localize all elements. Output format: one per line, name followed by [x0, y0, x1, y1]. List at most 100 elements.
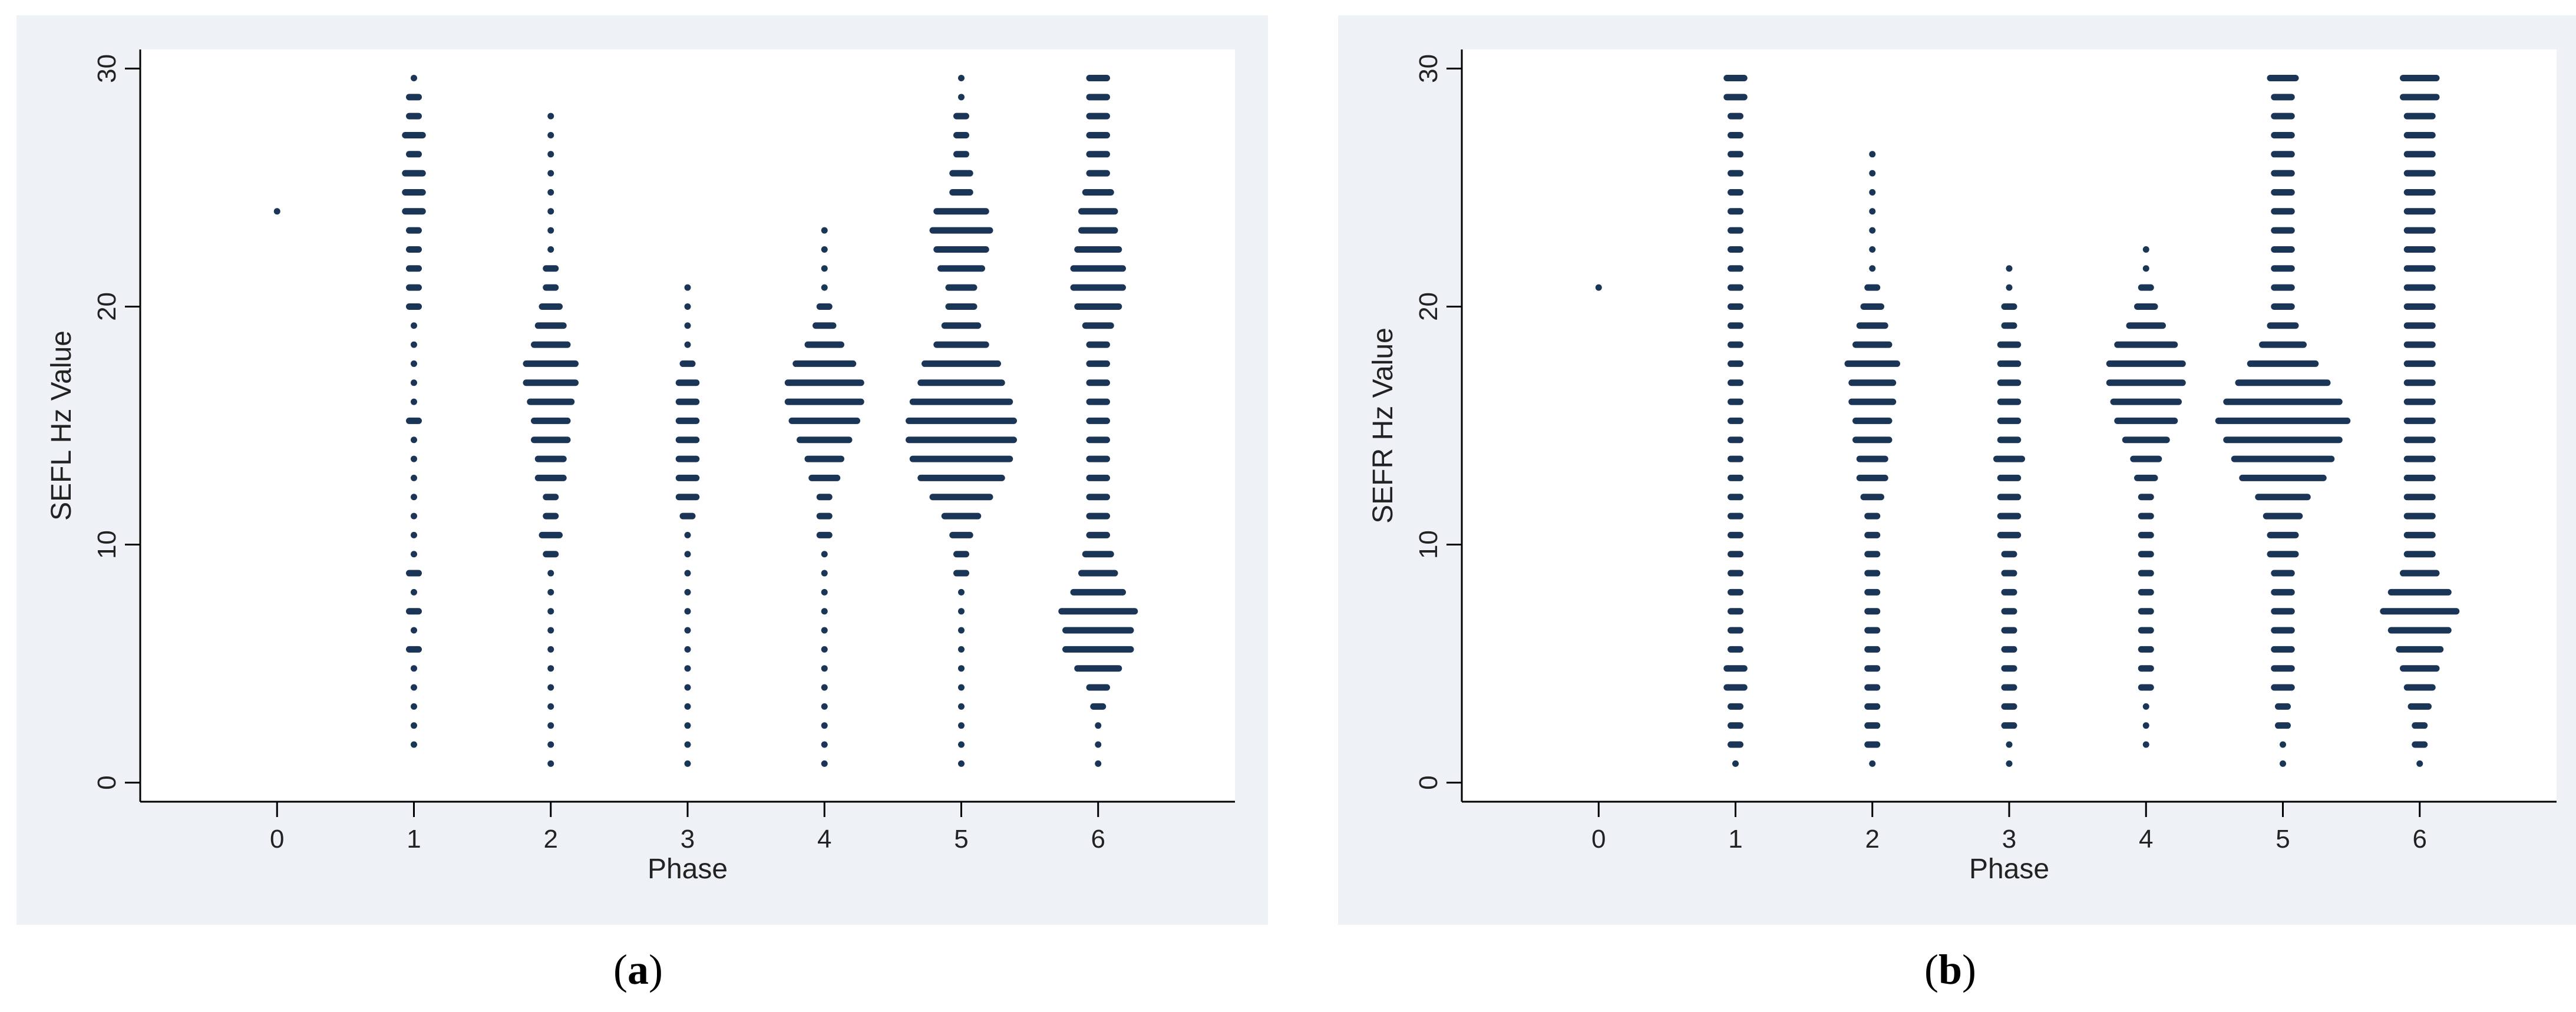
data-point [1869, 170, 1876, 177]
data-point [792, 360, 857, 367]
data-point [949, 170, 973, 177]
data-point [2001, 608, 2017, 615]
data-point [1082, 322, 1114, 329]
data-point [2138, 665, 2154, 672]
data-point [821, 646, 828, 653]
data-point [543, 494, 559, 501]
data-point [2267, 531, 2299, 538]
data-point [958, 627, 965, 634]
data-point [1086, 341, 1110, 348]
data-point [2396, 646, 2444, 653]
data-point [2235, 379, 2331, 386]
data-point [675, 417, 700, 424]
data-point [937, 265, 985, 272]
data-point [411, 741, 417, 748]
data-point [2138, 570, 2154, 577]
data-point [821, 588, 828, 596]
data-point [411, 722, 417, 729]
data-point [958, 94, 965, 101]
data-point [1723, 665, 1748, 672]
data-point [527, 398, 575, 405]
data-point [2134, 474, 2158, 481]
data-point [821, 246, 828, 253]
data-point [411, 341, 417, 348]
data-point [2403, 151, 2436, 158]
data-point [1997, 360, 2022, 367]
data-point [2006, 741, 2013, 748]
data-point [1864, 646, 1881, 653]
data-point [1082, 188, 1114, 196]
data-point [922, 360, 1001, 367]
x-tick-label: 6 [1091, 825, 1105, 854]
data-point [1728, 627, 1743, 634]
data-point [1723, 94, 1748, 101]
data-point [684, 760, 691, 767]
data-point [411, 436, 417, 444]
data-point [2403, 494, 2436, 501]
data-point [945, 303, 977, 310]
data-point [1074, 665, 1122, 672]
data-point [2001, 322, 2017, 329]
data-point [539, 303, 563, 310]
data-point [1997, 436, 2022, 444]
data-point [2138, 646, 2154, 653]
data-point [1086, 494, 1110, 501]
data-point [1728, 494, 1743, 501]
data-point [1869, 760, 1876, 767]
data-point [1728, 551, 1743, 558]
data-point [1728, 208, 1743, 215]
data-point [2130, 455, 2162, 462]
data-point [411, 531, 417, 538]
data-point [411, 494, 417, 501]
y-tick-label: 0 [1414, 775, 1443, 789]
data-point [1997, 474, 2022, 481]
data-point [784, 398, 864, 405]
y-axis-title: SEFL Hz Value [46, 330, 77, 521]
data-point [2138, 512, 2154, 520]
data-point [411, 627, 417, 634]
data-point [2400, 665, 2440, 672]
data-point [2403, 512, 2436, 520]
data-point [2138, 494, 2154, 501]
data-point [1090, 703, 1107, 710]
data-point [1728, 588, 1743, 596]
data-point [821, 265, 828, 272]
data-point [406, 94, 422, 101]
data-point [2275, 722, 2291, 729]
data-point [406, 570, 422, 577]
data-point [547, 703, 554, 710]
data-point [1997, 379, 2022, 386]
data-point [523, 379, 579, 386]
chart-panel-a: 0 10 20 30 0 1 2 3 4 5 6 Phase SEFL Hz Value [16, 15, 1268, 925]
data-point [821, 703, 828, 710]
data-point [2006, 760, 2013, 767]
data-point [953, 570, 969, 577]
data-point [411, 379, 417, 386]
data-point [958, 74, 965, 81]
data-point [1869, 208, 1876, 215]
data-point [1728, 608, 1743, 615]
data-point [1852, 341, 1893, 348]
data-point [941, 322, 982, 329]
data-point [543, 551, 559, 558]
data-point [2142, 246, 2149, 253]
data-point [813, 322, 837, 329]
y-tick-label: 10 [1414, 530, 1443, 559]
data-point [2223, 398, 2343, 405]
data-point [539, 531, 563, 538]
data-point [1728, 474, 1743, 481]
data-point [406, 113, 422, 120]
data-point [531, 341, 571, 348]
data-point [2134, 303, 2158, 310]
data-point [2271, 188, 2295, 196]
data-point [543, 512, 559, 520]
data-point [945, 284, 977, 291]
data-point [684, 531, 691, 538]
data-point [821, 284, 828, 291]
data-point [1869, 265, 1876, 272]
data-point [906, 417, 1017, 424]
data-point [1856, 474, 1888, 481]
data-point [2001, 684, 2017, 691]
data-point [547, 151, 554, 158]
data-point [2271, 608, 2295, 615]
